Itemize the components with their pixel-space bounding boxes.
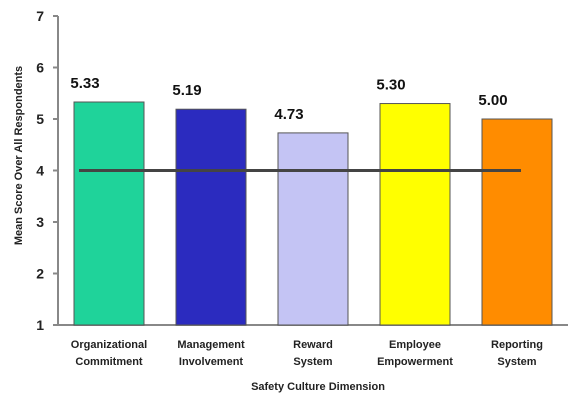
data-label: 5.19 bbox=[172, 82, 201, 99]
x-tick-label: Management bbox=[177, 339, 245, 351]
bar bbox=[481, 118, 553, 326]
labels: 5.33 Organizational Commitment 5.19 Manageme… bbox=[13, 66, 543, 393]
x-tick-label: System bbox=[497, 356, 536, 368]
x-tick-label: Empowerment bbox=[377, 356, 453, 368]
x-tick-label: Reward bbox=[293, 339, 333, 351]
bars bbox=[73, 101, 553, 326]
y-tick-label: 5 bbox=[36, 111, 44, 127]
x-tick-label: Commitment bbox=[75, 356, 143, 368]
x-axis-title: Safety Culture Dimension bbox=[251, 381, 385, 393]
y-tick-label: 2 bbox=[36, 266, 44, 282]
y-tick-label: 3 bbox=[36, 214, 44, 230]
x-tick-label: Reporting bbox=[491, 339, 543, 351]
data-label: 5.33 bbox=[70, 75, 99, 92]
data-label: 5.00 bbox=[478, 92, 507, 109]
y-tick-label: 6 bbox=[36, 60, 44, 76]
bar bbox=[379, 103, 451, 326]
x-tick-label: System bbox=[293, 356, 332, 368]
x-tick-label: Employee bbox=[389, 339, 441, 351]
y-tick-label: 1 bbox=[36, 317, 44, 333]
data-label: 4.73 bbox=[274, 106, 303, 123]
bar bbox=[73, 101, 145, 326]
data-label: 5.30 bbox=[376, 77, 405, 94]
x-tick-label: Involvement bbox=[179, 356, 244, 368]
x-tick-label: Organizational bbox=[71, 339, 147, 351]
bar bbox=[175, 108, 247, 326]
y-tick-label: 7 bbox=[36, 8, 44, 24]
y-tick-label: 4 bbox=[36, 163, 44, 179]
y-axis-title: Mean Score Over All Respondents bbox=[13, 66, 25, 245]
bar bbox=[277, 132, 349, 326]
